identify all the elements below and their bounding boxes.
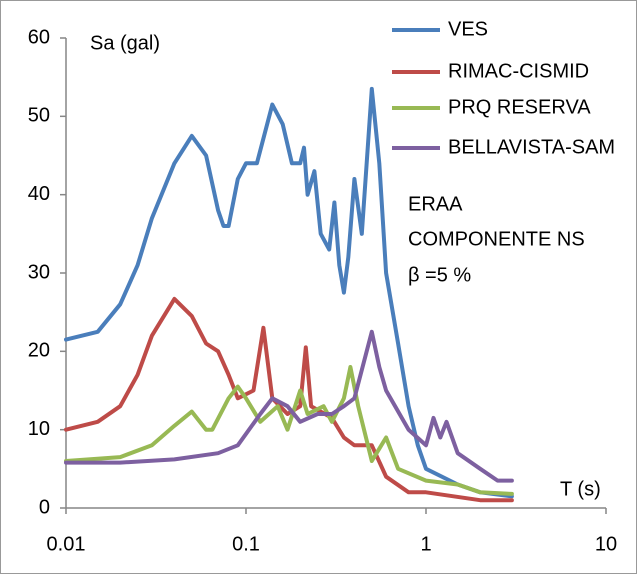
x-tick-label: 0.1 (232, 533, 260, 555)
series-line (64, 365, 514, 496)
y-tick-label: 50 (28, 105, 50, 127)
legend-label: PRQ RESERVA (448, 96, 591, 118)
y-tick-label: 0 (39, 496, 50, 518)
annotation: β =5 % (408, 264, 471, 286)
y-tick-label: 60 (28, 26, 50, 48)
legend-label: BELLAVISTA-SAM (448, 136, 615, 158)
x-tick-label: 1 (420, 533, 431, 555)
series-line (64, 86, 514, 499)
y-tick-label: 20 (28, 340, 50, 362)
y-tick-label: 10 (28, 418, 50, 440)
series-line (64, 329, 514, 483)
y-axis-label: Sa (gal) (90, 32, 160, 54)
x-tick-label: 10 (595, 533, 617, 555)
x-tick-label: 0.01 (47, 533, 86, 555)
legend-label: VES (448, 18, 488, 40)
annotation: COMPONENTE NS (408, 228, 585, 250)
y-tick-label: 30 (28, 261, 50, 283)
x-axis-label: T (s) (560, 478, 601, 500)
annotation: ERAA (408, 193, 463, 215)
legend-label: RIMAC-CISMID (448, 60, 589, 82)
y-tick-label: 40 (28, 183, 50, 205)
